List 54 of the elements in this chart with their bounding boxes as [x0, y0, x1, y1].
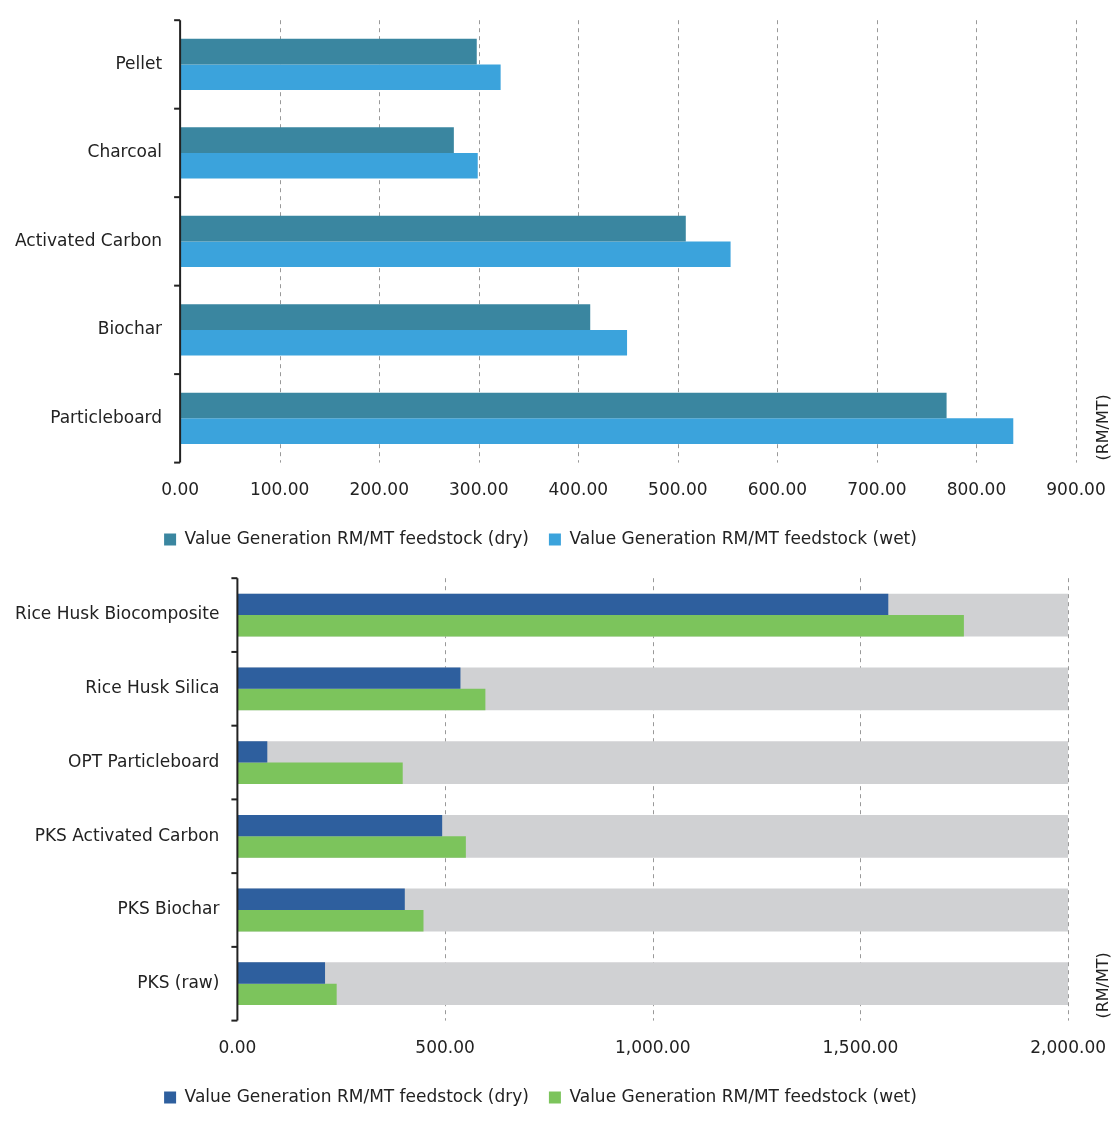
- x-tick-label: 500.00: [415, 1037, 475, 1058]
- bar: [237, 836, 466, 858]
- bar: [237, 615, 964, 637]
- x-tick-label: 900.00: [1046, 479, 1106, 500]
- y-tick-label: Activated Carbon: [15, 229, 163, 250]
- bar: [237, 888, 405, 910]
- bar: [180, 38, 477, 65]
- bar: [180, 241, 731, 268]
- x-tick-label: 700.00: [847, 479, 907, 500]
- bar: [237, 667, 461, 689]
- bar: [180, 64, 501, 91]
- x-tick-label: 200.00: [349, 479, 409, 500]
- text: (RM/MT): [1093, 394, 1113, 461]
- y-tick-label: PKS Activated Carbon: [34, 824, 220, 845]
- y-tick-label: Charcoal: [87, 141, 163, 162]
- x-tick-label: 0.00: [218, 1037, 257, 1058]
- y-tick-label: Rice Husk Silica: [85, 677, 220, 698]
- bar: [237, 688, 486, 711]
- x-tick-label: 0.00: [161, 479, 200, 500]
- x-tick-label: 2,000.00: [1030, 1037, 1106, 1058]
- x-tick-label: 800.00: [946, 479, 1007, 500]
- y-tick-label: PKS (raw): [137, 972, 220, 993]
- y-tick-label: Pellet: [115, 52, 163, 73]
- bar: [237, 983, 337, 1006]
- bar: [180, 152, 478, 179]
- bar: [237, 814, 443, 837]
- x-tick-label: 1,000.00: [614, 1037, 691, 1058]
- y-tick-label: Rice Husk Biocomposite: [14, 603, 220, 624]
- y-tick-label: Biochar: [97, 318, 163, 339]
- legend-label: Value Generation RM/MT feedstock (wet): [569, 1085, 917, 1106]
- x-tick-label: 600.00: [747, 479, 808, 500]
- bar: [237, 910, 424, 932]
- legend-label: Value Generation RM/MT feedstock (dry): [184, 1085, 529, 1106]
- legend-label: Value Generation RM/MT feedstock (dry): [184, 527, 529, 548]
- bar: [237, 593, 889, 616]
- bar: [180, 127, 454, 153]
- y-tick-label: OPT Particleboard: [68, 750, 220, 771]
- bar: [180, 392, 947, 419]
- x-tick-label: 500.00: [648, 479, 708, 500]
- y-tick-label: Particleboard: [50, 406, 163, 427]
- y-tick-label: PKS Biochar: [117, 898, 220, 919]
- x-tick-label: 1,500.00: [822, 1037, 899, 1058]
- x-tick-label: 400.00: [548, 479, 609, 500]
- bar: [237, 741, 268, 763]
- bar: [180, 418, 1014, 445]
- legend-label: Value Generation RM/MT feedstock (wet): [569, 527, 917, 548]
- bar: [180, 304, 591, 330]
- x-tick-label: 300.00: [449, 479, 509, 500]
- bar: [237, 762, 403, 784]
- bar: [237, 962, 326, 984]
- bar: [180, 329, 628, 356]
- x-tick-label: 100.00: [249, 479, 310, 500]
- bar: [180, 215, 686, 242]
- text: (RM/MT): [1093, 952, 1113, 1019]
